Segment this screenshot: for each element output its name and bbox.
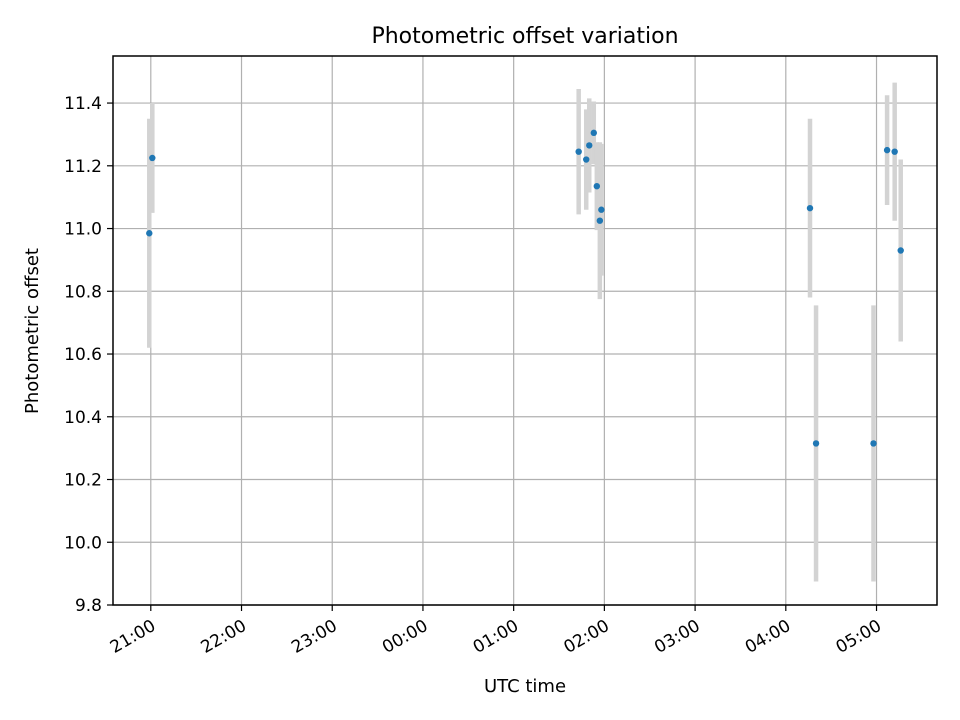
y-tick-label: 9.8 (75, 596, 102, 616)
y-tick-label: 10.2 (64, 471, 102, 491)
data-point (146, 230, 153, 237)
y-tick-label: 10.8 (64, 282, 102, 302)
data-point (891, 148, 898, 155)
data-point (883, 146, 891, 154)
chart-title: Photometric offset variation (371, 24, 678, 49)
y-tick-label: 11.0 (64, 220, 102, 240)
data-points (146, 129, 904, 447)
data-point (806, 204, 814, 212)
y-tick-label: 10.4 (64, 408, 102, 428)
data-point (598, 206, 605, 213)
data-point (596, 217, 604, 224)
data-point (583, 156, 590, 163)
data-point (897, 247, 904, 254)
data-point (812, 440, 820, 447)
data-point (590, 129, 597, 137)
data-point (575, 148, 582, 155)
data-point (149, 154, 156, 162)
y-tick-label: 11.2 (64, 157, 102, 177)
x-axis-label: UTC time (484, 676, 566, 697)
y-tick-label: 10.0 (64, 533, 102, 553)
plot-frame (112, 55, 938, 606)
data-point (586, 142, 593, 149)
y-tick-label: 11.4 (64, 94, 102, 114)
y-axis-ticks: 9.8 10.0 10.2 10.4 10.6 10.8 11.0 11.2 11.4 (64, 94, 113, 616)
y-tick-label: 10.6 (64, 345, 102, 365)
data-point (593, 182, 601, 190)
y-axis-label: Photometric offset (22, 248, 43, 414)
data-point (870, 440, 877, 447)
